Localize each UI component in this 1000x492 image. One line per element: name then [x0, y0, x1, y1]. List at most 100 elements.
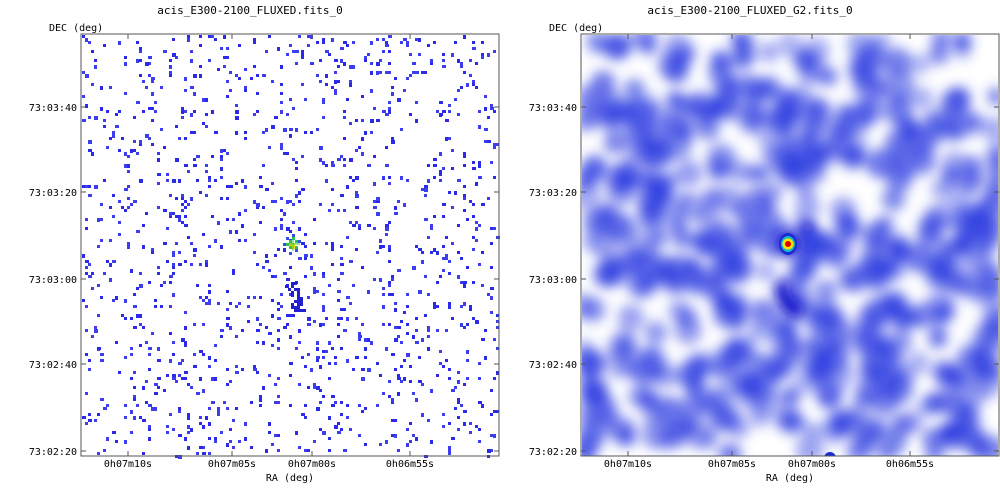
photon-event — [391, 401, 394, 404]
photon-event — [382, 323, 385, 326]
photon-event — [235, 365, 238, 368]
smoothed-blob — [881, 430, 907, 455]
photon-event — [490, 242, 493, 245]
smoothed-blob — [779, 328, 798, 348]
photon-event — [460, 281, 464, 284]
photon-event — [187, 413, 190, 416]
photon-event — [355, 356, 359, 359]
photon-event — [184, 89, 187, 92]
photon-event — [343, 137, 346, 140]
photon-event — [229, 380, 232, 383]
photon-event — [136, 230, 140, 233]
photon-event — [421, 338, 424, 342]
photon-event — [187, 203, 190, 206]
photon-event — [118, 233, 121, 236]
smoothed-blob — [921, 427, 947, 452]
photon-event — [124, 188, 128, 191]
photon-event — [196, 452, 199, 455]
photon-event — [127, 206, 130, 209]
photon-event — [157, 206, 160, 209]
photon-event — [163, 146, 166, 149]
photon-event — [109, 137, 112, 140]
photon-event — [139, 50, 142, 53]
photon-event — [205, 302, 209, 305]
photon-event — [322, 275, 325, 278]
photon-event — [291, 285, 294, 288]
photon-event — [193, 158, 196, 161]
photon-event — [376, 38, 379, 41]
photon-event — [310, 368, 313, 372]
photon-event — [340, 194, 344, 197]
photon-event — [301, 53, 304, 56]
photon-event — [139, 140, 142, 144]
photon-event — [415, 38, 419, 41]
right-heatmap[interactable]: DEC (deg) RA (deg) 73:03:40 73:03:20 73:03:0… — [500, 0, 1000, 492]
photon-event — [181, 110, 184, 114]
photon-event — [256, 110, 259, 113]
photon-event — [133, 140, 136, 143]
right-smoothed-map — [582, 35, 998, 456]
left-heatmap[interactable]: DEC (deg) RA (deg) 73:03:40 73:03:20 73:03:0… — [0, 0, 500, 492]
photon-event — [358, 146, 361, 149]
photon-event — [208, 302, 211, 305]
photon-event — [331, 38, 334, 42]
photon-event — [289, 98, 292, 101]
photon-event — [253, 113, 256, 116]
photon-event — [478, 377, 481, 380]
photon-event — [172, 353, 175, 356]
photon-event — [280, 92, 283, 95]
photon-event — [229, 440, 232, 443]
photon-event — [331, 347, 334, 350]
left-y-tick-label: 73:03:40 — [29, 103, 77, 114]
photon-event — [100, 296, 103, 299]
photon-event — [208, 452, 211, 455]
source-pixel — [295, 249, 298, 252]
photon-event — [382, 293, 385, 296]
photon-event — [319, 80, 322, 83]
photon-event — [433, 215, 436, 218]
photon-event — [337, 335, 340, 338]
smoothed-blob — [928, 390, 952, 414]
photon-event — [301, 83, 304, 86]
smoothed-blob — [813, 279, 838, 304]
photon-event — [94, 185, 98, 189]
photon-event — [187, 236, 190, 239]
photon-event — [85, 305, 88, 308]
photon-event — [256, 203, 260, 207]
photon-event — [151, 80, 154, 83]
photon-event — [106, 437, 109, 441]
photon-event — [184, 137, 187, 140]
photon-event — [88, 413, 91, 416]
photon-event — [142, 80, 145, 83]
photon-event — [322, 41, 325, 44]
photon-event — [202, 353, 205, 356]
photon-event — [169, 305, 172, 308]
photon-event — [451, 167, 454, 170]
smoothed-blob — [582, 338, 596, 362]
photon-event — [175, 197, 178, 200]
photon-event — [322, 431, 326, 435]
photon-event — [139, 272, 142, 275]
photon-event — [169, 281, 172, 284]
photon-event — [355, 194, 359, 198]
photon-event — [424, 275, 427, 278]
photon-event — [457, 59, 460, 63]
photon-event — [202, 446, 205, 449]
photon-event — [364, 347, 367, 351]
photon-event — [202, 122, 205, 125]
photon-event — [451, 242, 454, 245]
smoothed-blob — [799, 113, 827, 140]
left-x-tick-label: 0h07m05s — [208, 459, 256, 470]
photon-event — [334, 71, 337, 74]
photon-event — [199, 191, 202, 194]
photon-event — [175, 56, 178, 59]
photon-event — [316, 356, 320, 359]
photon-event — [226, 368, 229, 371]
photon-event — [172, 377, 176, 380]
photon-event — [178, 434, 182, 437]
photon-event — [397, 392, 400, 396]
smoothed-blob — [617, 304, 645, 332]
photon-event — [109, 86, 112, 89]
photon-event — [331, 161, 334, 164]
photon-event — [337, 299, 340, 302]
